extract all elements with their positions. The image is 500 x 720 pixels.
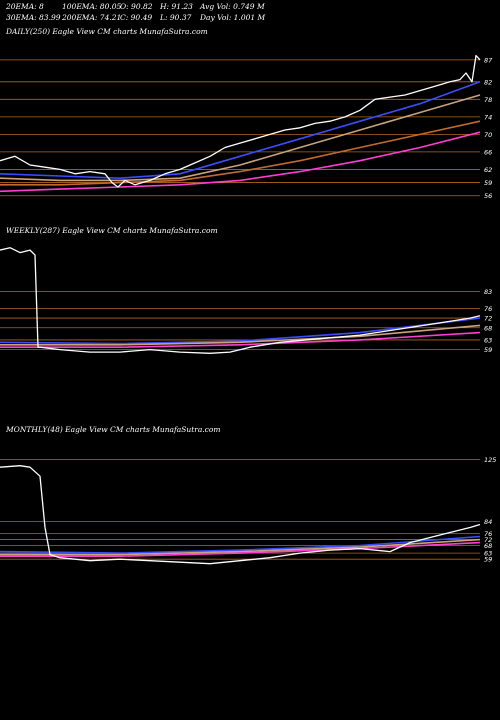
- weekly-panel-title: WEEKLY(287) Eagle View CM charts MunafaS…: [6, 226, 218, 235]
- monthly-tick-label: 125: [484, 456, 496, 464]
- daily-tick-label: 66: [484, 148, 492, 156]
- header-high: H: 91.23: [160, 2, 193, 11]
- daily-tick-label: 87: [484, 56, 493, 64]
- daily-ema-series-1: [0, 81, 481, 179]
- weekly-tick-label: 76: [484, 305, 492, 313]
- daily-ema-series-3: [0, 120, 481, 186]
- weekly-tick-label: 72: [484, 315, 492, 323]
- header-ema100: 100EMA: 80.05: [62, 2, 122, 11]
- weekly-tick-label: 59: [484, 346, 492, 354]
- daily-tick-label: 78: [484, 96, 492, 104]
- daily-tick-label: 56: [484, 192, 492, 200]
- daily-tick-label: 74: [484, 113, 492, 121]
- daily-tick-label: 82: [484, 78, 492, 86]
- monthly-tick-label: 84: [484, 518, 492, 526]
- monthly-tick-label: 59: [484, 556, 492, 564]
- weekly-ema-series-1: [0, 317, 481, 345]
- weekly-tick-label: 63: [484, 336, 492, 344]
- monthly-tick-label: 63: [484, 550, 492, 558]
- monthly-tick-label: 68: [484, 542, 492, 550]
- header-open: O: 90.82: [120, 2, 153, 11]
- weekly-tick-label: 83: [484, 288, 492, 296]
- daily-tick-label: 59: [484, 179, 492, 187]
- weekly-ema-series-2: [0, 324, 481, 346]
- daily-price-series-0: [0, 54, 481, 188]
- daily-panel-title: DAILY(250) Eagle View CM charts MunafaSu…: [6, 27, 208, 36]
- weekly-tick-label: 68: [484, 324, 492, 332]
- header-ema20: 20EMA: 8: [6, 2, 44, 11]
- daily-ema-series-4: [0, 131, 481, 193]
- daily-tick-label: 70: [484, 131, 492, 139]
- header-low: L: 90.37: [160, 13, 192, 22]
- daily-ema-series-2: [0, 94, 481, 182]
- monthly-panel-title: MONTHLY(48) Eagle View CM charts MunafaS…: [6, 425, 221, 434]
- header-ema30: 30EMA: 83.99: [6, 13, 61, 22]
- weekly-ema-series-3: [0, 331, 481, 349]
- weekly-price-series-0: [0, 247, 481, 354]
- monthly-ema-series-2: [0, 538, 481, 556]
- monthly-price-series-0: [0, 465, 481, 565]
- monthly-ema-series-1: [0, 535, 481, 554]
- header-ema200: 200EMA: 74.21: [62, 13, 122, 22]
- header-dayvol: Day Vol: 1.001 M: [200, 13, 266, 22]
- daily-tick-label: 62: [484, 166, 492, 174]
- monthly-tick-label: 76: [484, 530, 492, 538]
- monthly-tick-label: 72: [484, 536, 492, 544]
- header-avgvol: Avg Vol: 0.749 M: [200, 2, 265, 11]
- header-close: C: 90.49: [120, 13, 153, 22]
